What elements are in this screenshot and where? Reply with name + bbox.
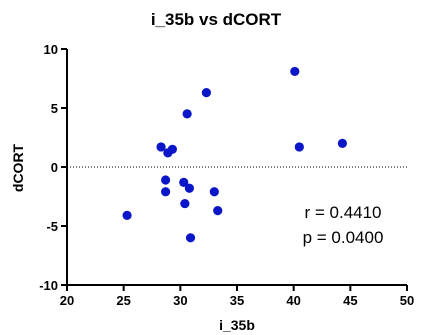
data-point [179, 177, 189, 187]
y-tick-label: 5 [51, 101, 58, 116]
annotation-p: p = 0.0400 [303, 228, 384, 247]
data-point [201, 88, 211, 98]
data-point [167, 144, 177, 154]
data-point [290, 66, 300, 77]
data-point [161, 187, 171, 197]
annotation-r: r = 0.4410 [304, 203, 381, 222]
data-point [182, 109, 192, 119]
data-point [209, 187, 219, 197]
data-points [122, 66, 347, 243]
data-point [161, 175, 171, 185]
data-point [213, 206, 223, 216]
y-axis-title: dCORT [10, 143, 26, 192]
y-tick-label: -10 [39, 278, 58, 293]
data-point [185, 233, 196, 243]
x-tick-label: 40 [286, 293, 300, 308]
x-tick-label: 25 [116, 293, 130, 308]
y-tick-label: -5 [46, 219, 58, 234]
data-point [294, 142, 304, 152]
x-tick-label: 50 [400, 293, 414, 308]
x-axis-title: i_35b [219, 317, 255, 333]
y-tick-label: 10 [44, 42, 58, 57]
data-point [156, 142, 166, 152]
data-point [122, 210, 132, 220]
x-tick-label: 20 [60, 293, 74, 308]
x-tick-label: 30 [173, 293, 187, 308]
data-point [337, 138, 347, 148]
x-tick-label: 35 [230, 293, 244, 308]
data-point [184, 183, 194, 193]
data-point [180, 198, 190, 209]
axes: 20 25 30 35 40 45 50 -10 -5 0 5 10 [39, 42, 414, 308]
chart-title: i_35b vs dCORT [151, 10, 282, 29]
x-tick-label: 45 [343, 293, 357, 308]
y-tick-label: 0 [51, 160, 58, 175]
